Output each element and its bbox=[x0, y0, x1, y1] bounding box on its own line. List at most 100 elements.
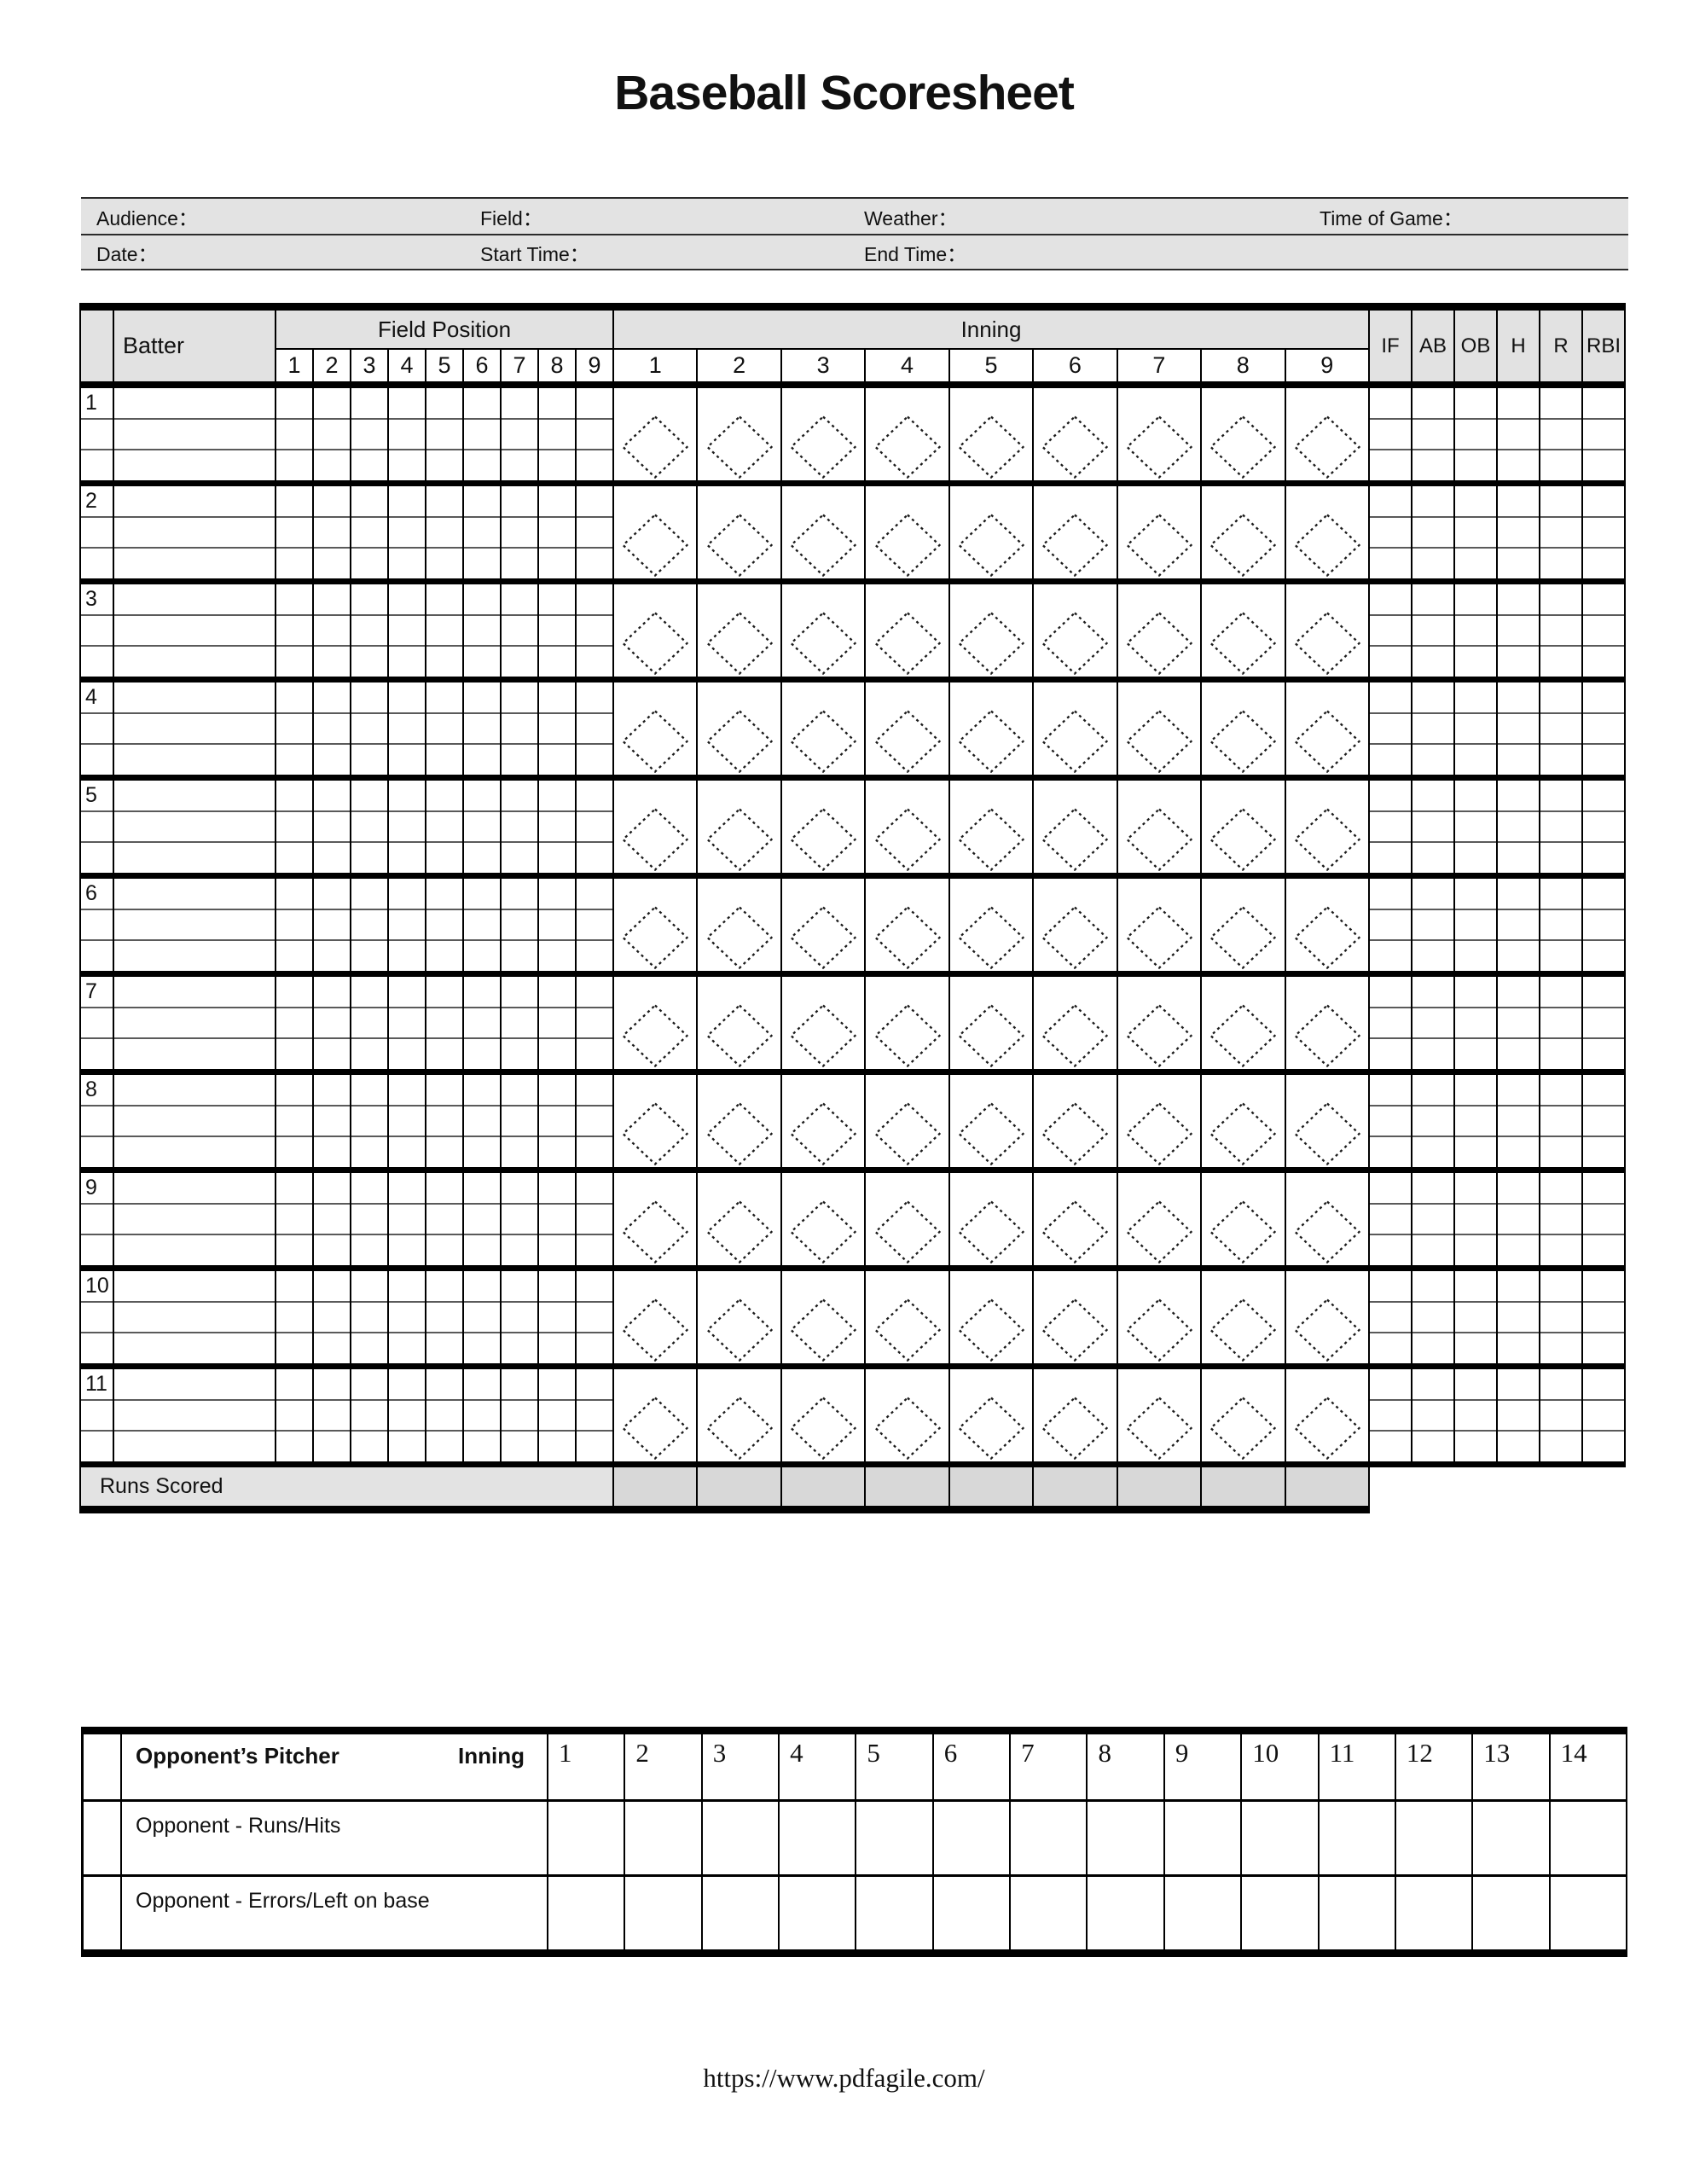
inning-cell bbox=[614, 781, 696, 873]
field-position-cell bbox=[462, 879, 500, 971]
sub-row-line bbox=[1498, 1369, 1539, 1401]
inning-cell bbox=[1284, 1075, 1368, 1167]
field-position-number-cell: 7 bbox=[500, 350, 537, 381]
sub-row-line bbox=[351, 714, 387, 746]
opp-inning-header-cell: 14 bbox=[1548, 1734, 1626, 1799]
sub-row-line bbox=[1412, 1333, 1453, 1363]
sub-row-line bbox=[464, 1075, 500, 1107]
sub-row-line bbox=[351, 1401, 387, 1432]
sub-row-line bbox=[314, 1401, 350, 1432]
info-label-date: Date： bbox=[96, 242, 158, 265]
base-diamond-icon bbox=[957, 1200, 1024, 1263]
runs-scored-cell bbox=[1032, 1467, 1117, 1506]
sub-row-line bbox=[1455, 745, 1496, 775]
base-diamond-icon bbox=[1125, 1102, 1192, 1165]
sub-row-line bbox=[1455, 910, 1496, 942]
base-diamond-icon bbox=[790, 1397, 857, 1460]
sub-row-line bbox=[502, 647, 537, 677]
base-diamond-icon bbox=[957, 415, 1024, 479]
sub-row-line bbox=[351, 647, 387, 677]
sub-row-line bbox=[81, 843, 113, 873]
sub-row-line bbox=[426, 1333, 462, 1363]
field-position-cell bbox=[425, 584, 462, 677]
sub-row-line bbox=[1583, 781, 1624, 812]
field-position-cell bbox=[350, 879, 387, 971]
base-diamond-icon bbox=[957, 1298, 1024, 1362]
inning-cell bbox=[1284, 584, 1368, 677]
batter-name-cell bbox=[113, 486, 275, 578]
sub-row-line bbox=[539, 1303, 575, 1334]
opp-inning-header-cell: 3 bbox=[700, 1734, 778, 1799]
sub-row-line bbox=[502, 714, 537, 746]
stat-cell-rbi bbox=[1581, 977, 1624, 1069]
opp-errors-lob-cell bbox=[1163, 1874, 1241, 1949]
sub-row-line bbox=[1498, 1075, 1539, 1107]
sub-row-line bbox=[1370, 1432, 1411, 1461]
field-position-cell bbox=[500, 781, 537, 873]
sub-row-line bbox=[351, 450, 387, 480]
stat-cells bbox=[1368, 977, 1624, 1069]
footer-url[interactable]: https://www.pdfagile.com/ bbox=[703, 2063, 985, 2093]
base-diamond-icon bbox=[957, 612, 1024, 675]
inning-cell bbox=[1116, 1271, 1200, 1363]
batter-name-line bbox=[114, 781, 275, 812]
inning-cell bbox=[864, 1369, 948, 1461]
field-position-cells bbox=[275, 584, 612, 677]
batter-name-line bbox=[114, 518, 275, 549]
sub-row-line bbox=[502, 1369, 537, 1401]
opp-pitcher-label: Opponent’s Pitcher bbox=[136, 1743, 339, 1769]
sub-row-line bbox=[276, 584, 312, 616]
sub-row-line bbox=[1455, 549, 1496, 578]
sub-row-line bbox=[81, 549, 113, 578]
inning-cell bbox=[614, 682, 696, 775]
sub-row-line bbox=[81, 420, 113, 451]
sub-row-line bbox=[502, 745, 537, 775]
sub-row-line bbox=[1540, 1303, 1581, 1334]
stat-cell-r bbox=[1539, 977, 1581, 1069]
opp-errors-lob-cell bbox=[1394, 1874, 1472, 1949]
field-position-cells bbox=[275, 1173, 612, 1265]
field-position-cell bbox=[425, 682, 462, 775]
sub-row-line bbox=[539, 879, 575, 910]
batter-number-cell: 8 bbox=[81, 1075, 113, 1167]
sub-row-line bbox=[539, 1107, 575, 1138]
sub-row-line bbox=[276, 1235, 312, 1265]
field-position-cell bbox=[500, 879, 537, 971]
stat-cells bbox=[1368, 1369, 1624, 1461]
sub-row-line bbox=[276, 745, 312, 775]
inning-cell bbox=[614, 1075, 696, 1167]
sub-row-line bbox=[1455, 388, 1496, 420]
batter-name-cell bbox=[113, 1173, 275, 1265]
sub-row-line bbox=[1412, 1401, 1453, 1432]
inning-cells bbox=[612, 682, 1368, 775]
field-position-cell bbox=[387, 781, 425, 873]
sub-row-line bbox=[389, 647, 425, 677]
sub-row-line bbox=[1412, 450, 1453, 480]
opp-corner-cell bbox=[84, 1734, 120, 1799]
inning-cell bbox=[1116, 977, 1200, 1069]
sub-row-line bbox=[1370, 682, 1411, 714]
sub-row-line bbox=[464, 1401, 500, 1432]
base-diamond-icon bbox=[790, 808, 857, 871]
sub-row-line bbox=[1540, 977, 1581, 1008]
sub-row-line bbox=[389, 1173, 425, 1205]
sub-row-line bbox=[314, 1333, 350, 1363]
base-diamond-icon bbox=[790, 1200, 857, 1263]
field-position-cell bbox=[537, 977, 575, 1069]
batter-number: 11 bbox=[81, 1369, 113, 1401]
stat-cell-rbi bbox=[1581, 486, 1624, 578]
sub-row-line bbox=[1412, 941, 1453, 971]
inning-cell bbox=[614, 1271, 696, 1363]
inning-cell bbox=[780, 584, 864, 677]
field-position-cell bbox=[537, 486, 575, 578]
stat-cells bbox=[1368, 1271, 1624, 1363]
opp-inning-header-cell: 8 bbox=[1086, 1734, 1163, 1799]
stat-cell-h bbox=[1496, 1075, 1539, 1167]
field-position-number-cell: 3 bbox=[350, 350, 387, 381]
stat-header-rbi: RBI bbox=[1581, 311, 1624, 381]
sub-row-line bbox=[1370, 1137, 1411, 1167]
sub-row-line bbox=[1412, 812, 1453, 844]
field-position-cell bbox=[500, 1173, 537, 1265]
field-position-cell bbox=[350, 486, 387, 578]
inning-cell bbox=[780, 1075, 864, 1167]
